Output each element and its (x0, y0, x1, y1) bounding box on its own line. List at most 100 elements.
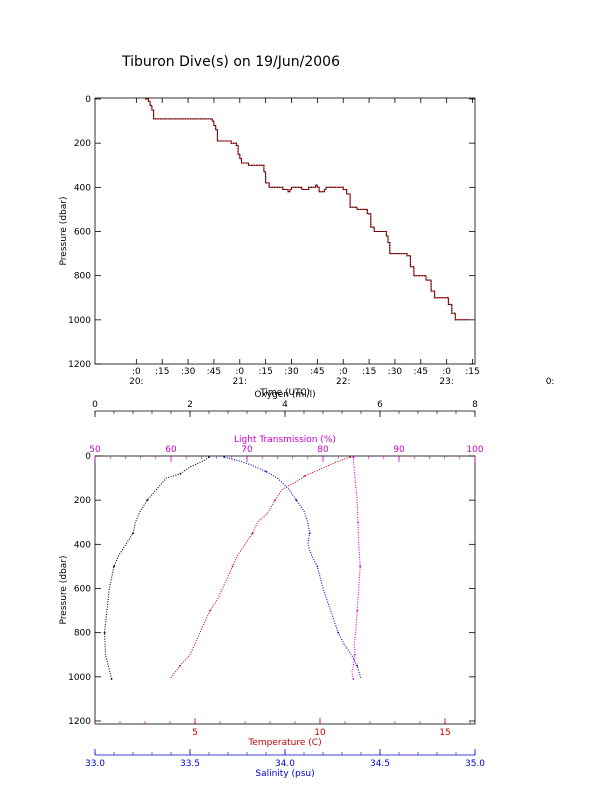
x-tick-label: 34.5 (370, 759, 390, 769)
series-group (145, 98, 470, 321)
x-axes: 5 10 15 Temperature (C) 33.0 33.5 34.0 34.5 35.0… (85, 390, 485, 779)
x-tick-label: :30 (181, 367, 196, 377)
y-tick-label: 800 (74, 629, 91, 639)
series-line (145, 98, 470, 321)
x-tick-label: :30 (284, 367, 299, 377)
series-point (103, 631, 106, 634)
series-point (308, 532, 311, 535)
x-tick-label: 34.0 (275, 759, 295, 769)
series-line (145, 98, 470, 321)
series-point (354, 653, 356, 656)
x-tick-label: :0 (442, 367, 451, 377)
y-tick-label: 600 (74, 228, 91, 238)
y-tick-label: 200 (74, 139, 91, 149)
x-tick-label: 70 (241, 445, 253, 455)
series-line (224, 456, 362, 680)
x-tick-label: 6 (377, 400, 383, 410)
plot-frame (94, 455, 476, 725)
x-tick-label: :45 (414, 367, 428, 377)
x-tick-label: :15 (155, 367, 169, 377)
y-tick-label: 1000 (68, 673, 91, 683)
series-point (265, 470, 267, 473)
depth-time-chart: 0 200 400 600 800 1000 1200 :0 :15 :30 :45 :0 :15 :3… (59, 95, 554, 398)
series-line (169, 456, 351, 680)
x-hour-label: 20: (129, 377, 143, 387)
x-tick-label: 4 (282, 400, 288, 410)
y-tick-label: 600 (74, 585, 91, 595)
series-point (179, 664, 181, 667)
x-tick-label: :45 (310, 367, 324, 377)
x-tick-label: 80 (317, 445, 329, 455)
x-tick-label: 90 (393, 445, 405, 455)
series-point (113, 565, 115, 568)
x-tick-label: 60 (165, 445, 177, 455)
x-tick-label: 5 (192, 728, 198, 738)
series-point (352, 456, 355, 458)
plot-frame (94, 97, 476, 365)
series-point (316, 565, 319, 568)
series-point (251, 532, 254, 535)
x-axis-label: Temperature (C) (247, 738, 321, 748)
series-line (103, 456, 210, 680)
series-point (359, 565, 362, 568)
series-point (231, 565, 234, 568)
x-hour-label: 0: (546, 377, 555, 387)
series-point (337, 631, 340, 634)
y-tick-label: 800 (74, 272, 91, 282)
series-point (349, 456, 351, 458)
series-point (352, 678, 355, 680)
x-tick-label: :15 (465, 367, 479, 377)
x-tick-label: :0 (235, 367, 244, 377)
y-tick-label: 1200 (68, 360, 91, 370)
y-tick-label: 0 (85, 452, 91, 462)
x-hour-label: 22: (336, 377, 350, 387)
series-point (356, 609, 359, 612)
x-tick-label: 35.0 (465, 759, 485, 769)
x-tick-label: 2 (187, 400, 193, 410)
x-tick-label: 15 (439, 728, 450, 738)
series-point (208, 456, 210, 458)
y-tick-label: 200 (74, 496, 91, 506)
y-tick-label: 1000 (68, 316, 91, 326)
y-axis-ticks: 0 200 400 600 800 1000 1200 (68, 452, 475, 727)
chart-title: Tiburon Dive(s) on 19/Jun/2006 (121, 54, 340, 70)
x-tick-label: :15 (258, 367, 272, 377)
series-point (304, 475, 306, 477)
x-tick-label: 50 (89, 445, 101, 455)
series-point (356, 664, 359, 667)
x-axis-label: Oxygen (ml/l) (254, 390, 315, 400)
x-tick-label: :15 (362, 367, 376, 377)
y-axis-label: Pressure (dbar) (59, 197, 69, 266)
x-tick-label: :0 (132, 367, 141, 377)
y-tick-label: 0 (85, 95, 91, 105)
series-point (357, 521, 359, 524)
series-point (132, 532, 134, 535)
x-tick-label: 0 (92, 400, 98, 410)
x-tick-label: 8 (472, 400, 478, 410)
y-tick-label: 1200 (68, 717, 91, 727)
series-point (274, 499, 276, 502)
x-tick-label: :30 (388, 367, 403, 377)
series-point (209, 609, 211, 612)
y-axis-label: Pressure (dbar) (59, 556, 69, 625)
x-tick-label: 10 (314, 728, 326, 738)
series-point (223, 456, 226, 458)
series-line (351, 457, 361, 680)
series-point (146, 499, 149, 502)
x-tick-label: 33.0 (85, 759, 105, 769)
series-point (179, 472, 182, 475)
x-axis-ticks: :0 :15 :30 :45 :0 :15 :30 :45 :0 :15 :30 :45 :0 :15 20… (129, 98, 554, 387)
x-tick-label: :0 (339, 367, 348, 377)
series-group (103, 456, 362, 680)
x-axis-label: Time (UTC) (259, 388, 310, 398)
y-tick-label: 400 (74, 183, 91, 193)
series-point (110, 678, 113, 680)
x-axis-label: Light Transmission (%) (234, 435, 336, 445)
x-tick-label: :45 (207, 367, 221, 377)
series-point (295, 499, 298, 502)
y-tick-label: 400 (74, 540, 91, 550)
x-hour-label: 23: (439, 377, 453, 387)
x-tick-label: 33.5 (180, 759, 200, 769)
